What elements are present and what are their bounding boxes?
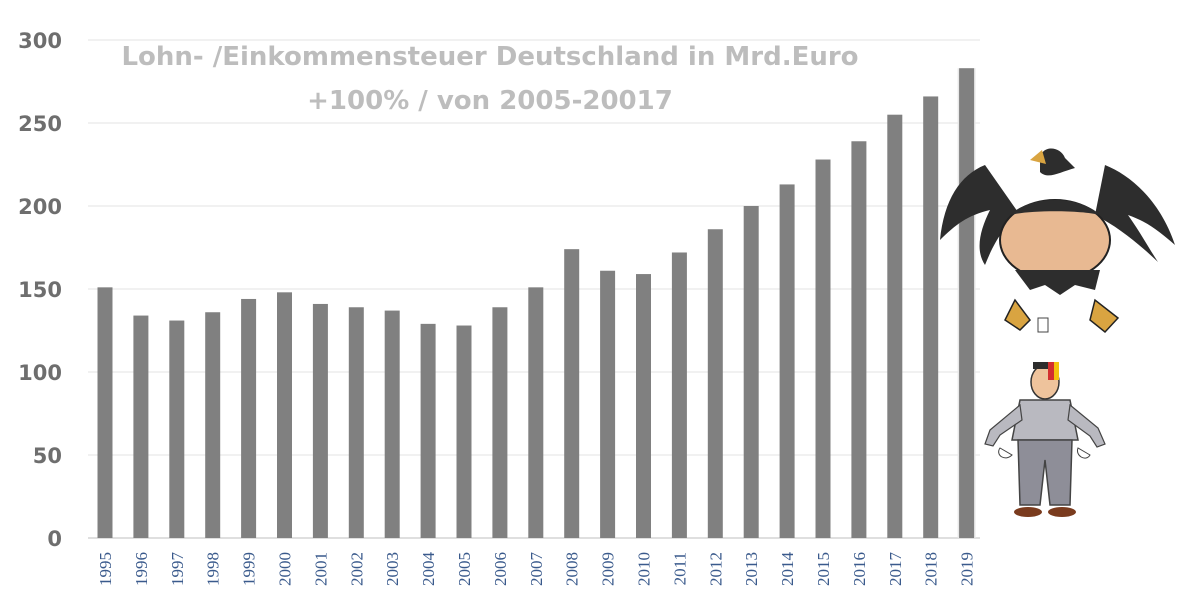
x-tick-label: 2007 — [527, 552, 546, 587]
chart-subtitle: +100% / von 2005-20017 — [307, 86, 673, 116]
x-tick-label: 2012 — [706, 552, 725, 586]
x-tick-label: 2003 — [383, 552, 402, 586]
x-tick-label: 2011 — [670, 552, 689, 585]
y-axis: 0 50 100 150 200 250 300 — [18, 29, 62, 551]
bar-2018 — [923, 96, 939, 538]
x-tick-label: 2014 — [778, 552, 797, 587]
bar-2005 — [456, 325, 472, 538]
bar-2006 — [492, 307, 508, 538]
bar-2008 — [564, 249, 580, 538]
cartoon-eagle-icon — [940, 148, 1175, 334]
bar-2013 — [743, 206, 759, 538]
bar-2004 — [420, 323, 436, 538]
bar-2002 — [348, 307, 364, 538]
x-tick-label: 2009 — [599, 552, 618, 586]
x-tick-label: 1995 — [96, 552, 115, 586]
bar-2003 — [384, 310, 400, 538]
y-tick-label: 200 — [18, 195, 62, 219]
x-tick-label: 2016 — [850, 552, 869, 586]
y-tick-label: 300 — [18, 29, 62, 53]
x-tick-label: 2000 — [276, 552, 295, 586]
x-tick-label: 2006 — [491, 552, 510, 586]
bar-1998 — [205, 312, 221, 538]
y-tick-label: 50 — [33, 444, 62, 468]
bar-2019 — [959, 68, 975, 538]
cartoon-man-empty-pockets-icon — [984, 362, 1106, 517]
x-tick-label: 2001 — [311, 552, 330, 586]
bar-2011 — [671, 252, 687, 539]
x-tick-label: 2018 — [922, 552, 941, 586]
bar-2001 — [312, 303, 328, 538]
bar-1995 — [97, 287, 113, 538]
y-tick-label: 150 — [18, 278, 62, 302]
bar-1999 — [241, 298, 257, 538]
x-axis: 1995 1996 1997 1998 1999 2000 2001 2002 2003 2004… — [96, 552, 977, 587]
bar-1997 — [169, 320, 185, 538]
bar-2009 — [600, 270, 616, 538]
x-tick-label: 1996 — [132, 552, 151, 586]
bar-2007 — [528, 287, 544, 538]
x-tick-label: 1998 — [204, 552, 223, 586]
bar-2015 — [815, 159, 831, 538]
x-tick-label: 2010 — [635, 552, 654, 586]
x-tick-label: 2008 — [563, 552, 582, 586]
bar-2016 — [851, 141, 867, 538]
bar-2010 — [636, 274, 651, 538]
x-tick-label: 2017 — [886, 552, 905, 587]
chart-title: Lohn- /Einkommensteuer Deutschland in Mr… — [121, 42, 858, 72]
x-tick-label: 1999 — [240, 552, 259, 586]
x-tick-label: 2019 — [958, 552, 977, 586]
bars — [97, 68, 976, 539]
x-tick-label: 2002 — [347, 552, 366, 586]
y-tick-label: 250 — [18, 112, 62, 136]
bar-2000 — [277, 292, 292, 538]
x-tick-label: 2015 — [814, 552, 833, 586]
y-tick-label: 100 — [18, 361, 62, 385]
y-tick-label: 0 — [47, 527, 62, 551]
bar-2014 — [779, 184, 795, 539]
x-tick-label: 2004 — [419, 552, 438, 587]
x-tick-label: 1997 — [168, 552, 187, 587]
bar-2012 — [707, 229, 723, 539]
bar-1996 — [133, 315, 149, 538]
x-tick-label: 2005 — [455, 552, 474, 586]
bar-2017 — [887, 114, 903, 538]
x-tick-label: 2013 — [742, 552, 761, 586]
